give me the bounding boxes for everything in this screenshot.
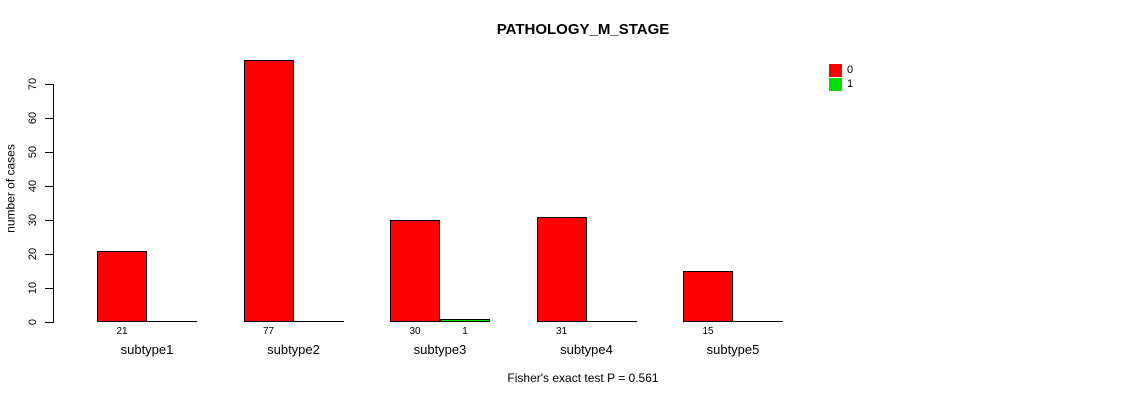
bar-subtype1-series1-zero — [147, 321, 197, 322]
legend-label: 0 — [847, 63, 854, 76]
bar-subtype5-series1-zero — [733, 321, 783, 322]
y-axis-tick-label: 50 — [27, 145, 39, 159]
y-axis-tick — [45, 186, 53, 187]
bar-subtype3-series0 — [390, 220, 440, 322]
x-axis-category-label: subtype5 — [706, 342, 760, 357]
y-axis-tick — [45, 254, 53, 255]
y-axis-label: number of cases — [3, 144, 18, 233]
bar-subtype2-series1-zero — [293, 321, 344, 322]
y-axis-tick-label: 10 — [27, 281, 39, 295]
bar-subtype4-series1-zero — [586, 321, 637, 322]
x-axis-category-label: subtype1 — [120, 342, 174, 357]
legend-swatch-icon — [829, 63, 842, 77]
x-axis-category-label: subtype4 — [560, 342, 613, 357]
legend-label: 1 — [847, 77, 854, 90]
bar-subtype4-series0 — [536, 217, 587, 322]
x-axis-category-label: subtype2 — [267, 342, 320, 357]
y-axis-tick-label: 0 — [27, 318, 39, 326]
legend-swatch-icon — [829, 77, 842, 91]
y-axis-tick-label: 70 — [27, 77, 39, 91]
y-axis-tick-label: 20 — [27, 247, 39, 261]
bar-value-label: 1 — [462, 326, 468, 337]
bar-value-label: 31 — [555, 326, 568, 337]
bar-subtype2-series0 — [243, 60, 294, 322]
bar-value-label: 77 — [262, 326, 275, 337]
bar-value-label: 30 — [409, 326, 421, 337]
y-axis-tick-label: 60 — [27, 111, 39, 125]
y-axis-line — [53, 84, 54, 323]
bar-value-label: 15 — [702, 326, 714, 337]
y-axis-tick — [45, 152, 53, 153]
legend-item-1: 1 — [829, 77, 853, 91]
y-axis-tick — [45, 322, 53, 323]
bar-subtype3-series1 — [440, 319, 490, 322]
y-axis-tick — [45, 220, 53, 221]
bar-subtype1-series0 — [97, 251, 147, 322]
y-axis-tick — [45, 84, 53, 85]
y-axis-tick-label: 30 — [27, 213, 39, 227]
caption-text: Fisher's exact test P = 0.561 — [507, 371, 659, 385]
bar-value-label: 21 — [116, 326, 128, 337]
y-axis-tick — [45, 118, 53, 119]
chart-title: PATHOLOGY_M_STAGE — [496, 21, 670, 38]
bar-subtype5-series0 — [683, 271, 733, 322]
legend-item-0: 0 — [829, 63, 853, 77]
x-axis-category-label: subtype3 — [413, 342, 467, 357]
y-axis-tick-label: 40 — [27, 179, 39, 193]
y-axis-tick — [45, 288, 53, 289]
